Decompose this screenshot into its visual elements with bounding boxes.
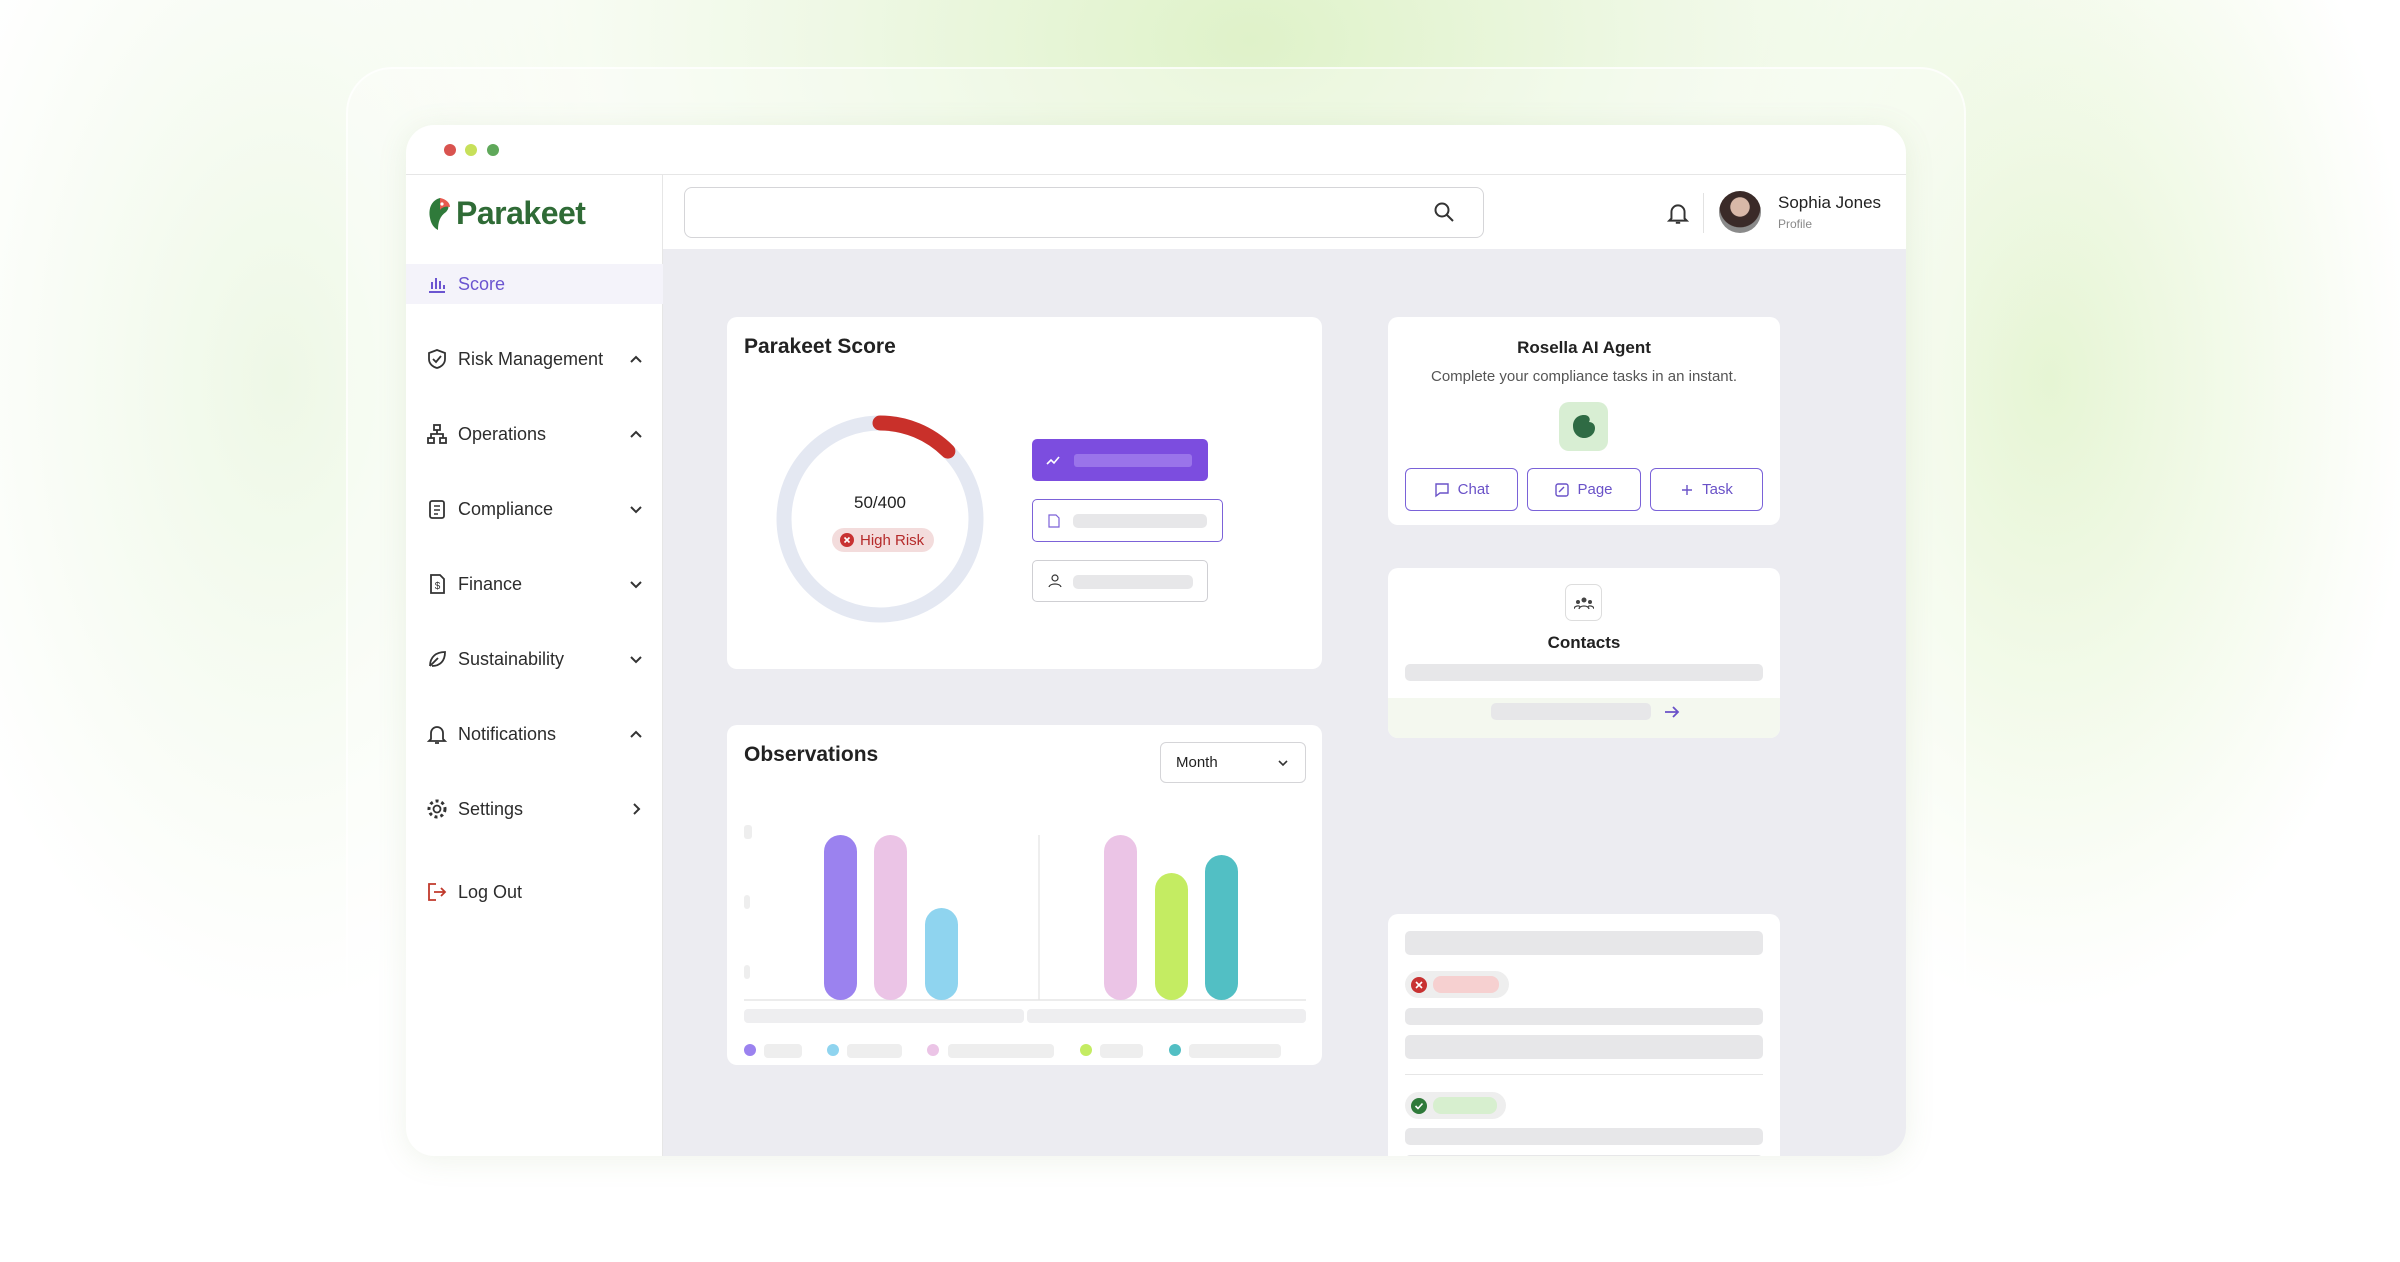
logout-label: Log Out: [458, 881, 523, 902]
user-name[interactable]: Sophia Jones: [1778, 193, 1882, 212]
user-role: Profile: [1778, 217, 1813, 231]
sidebar: Parakeet Score Risk Management Operation…: [406, 174, 663, 1156]
logout[interactable]: Log Out: [426, 872, 644, 912]
agent-icon: [1559, 402, 1608, 451]
placeholder: [1405, 664, 1763, 681]
agent-action[interactable]: Page: [1527, 468, 1641, 511]
nav-label: Operations: [458, 423, 547, 444]
nav-item[interactable]: Notifications: [426, 714, 644, 754]
score-card: Parakeet Score 50/400 High Risk: [727, 317, 1322, 669]
card-title: Rosella AI Agent: [1517, 338, 1651, 357]
nav-item[interactable]: Risk Management: [426, 339, 644, 379]
action-label: Task: [1702, 481, 1733, 498]
brand: Parakeet: [426, 195, 586, 232]
agent-card: Rosella AI Agent Complete your complianc…: [1388, 317, 1780, 525]
placeholder-button[interactable]: [1032, 439, 1208, 481]
brand-name: Parakeet: [456, 195, 586, 231]
observations-card: Observations Month: [727, 725, 1322, 1065]
search-icon[interactable]: [1433, 201, 1455, 223]
notifications-bell[interactable]: [1666, 201, 1690, 225]
window-maximize[interactable]: [487, 144, 499, 156]
nav-item[interactable]: Compliance: [426, 489, 644, 529]
status-card: [1388, 914, 1780, 1156]
card-title: Contacts: [1547, 633, 1621, 652]
active-highlight: [406, 264, 663, 304]
nav-label: Finance: [458, 573, 523, 594]
nav-label: Sustainability: [458, 648, 565, 669]
nav-item[interactable]: Sustainability: [426, 639, 644, 679]
nav-label: Settings: [458, 798, 524, 819]
app-window: Parakeet Score Risk Management Operation…: [406, 125, 1906, 1156]
header: Sophia Jones Profile: [663, 174, 1906, 249]
nav-label: Risk Management: [458, 348, 604, 369]
gauge-arc: [872, 415, 956, 459]
score-label: 50/400: [854, 493, 906, 512]
observations-chart: [744, 825, 1306, 1058]
placeholder: [1491, 703, 1651, 720]
placeholder-button[interactable]: [1032, 499, 1223, 542]
user-avatar[interactable]: [1719, 191, 1761, 233]
divider: [1703, 193, 1704, 233]
agent-action[interactable]: Chat: [1405, 468, 1518, 511]
nav-item[interactable]: $ Finance: [426, 564, 644, 604]
card-subtitle: Complete your compliance tasks in an ins…: [1431, 368, 1737, 385]
window-close[interactable]: [444, 144, 456, 156]
contacts-icon: [1565, 584, 1602, 621]
nav-label: Score: [458, 273, 506, 294]
period-label: Month: [1176, 754, 1218, 771]
period-dropdown[interactable]: Month: [1160, 742, 1306, 783]
card-title: Observations: [744, 743, 879, 766]
contacts-link[interactable]: [1662, 702, 1682, 722]
nav-item[interactable]: Settings: [426, 789, 644, 829]
placeholder-button[interactable]: [1032, 560, 1208, 602]
nav-label: Notifications: [458, 723, 557, 744]
risk-badge: High Risk: [832, 528, 935, 552]
search-box[interactable]: [684, 187, 1484, 238]
action-label: Page: [1577, 481, 1613, 498]
brand-logo: [429, 197, 450, 230]
content-area: Parakeet Score 50/400 High Risk Observat…: [663, 249, 1906, 1156]
contacts-card: Contacts: [1388, 568, 1780, 738]
nav-label: Compliance: [458, 498, 554, 519]
nav-item[interactable]: Operations: [426, 414, 644, 454]
action-label: Chat: [1457, 481, 1490, 498]
window-minimize[interactable]: [465, 144, 477, 156]
svg-text:$: $: [435, 581, 441, 592]
risk-label: High Risk: [860, 531, 925, 549]
card-title: Parakeet Score: [744, 335, 896, 358]
score-gauge: [776, 415, 984, 623]
nav-item[interactable]: Score: [426, 264, 644, 304]
agent-action[interactable]: Task: [1650, 468, 1763, 511]
